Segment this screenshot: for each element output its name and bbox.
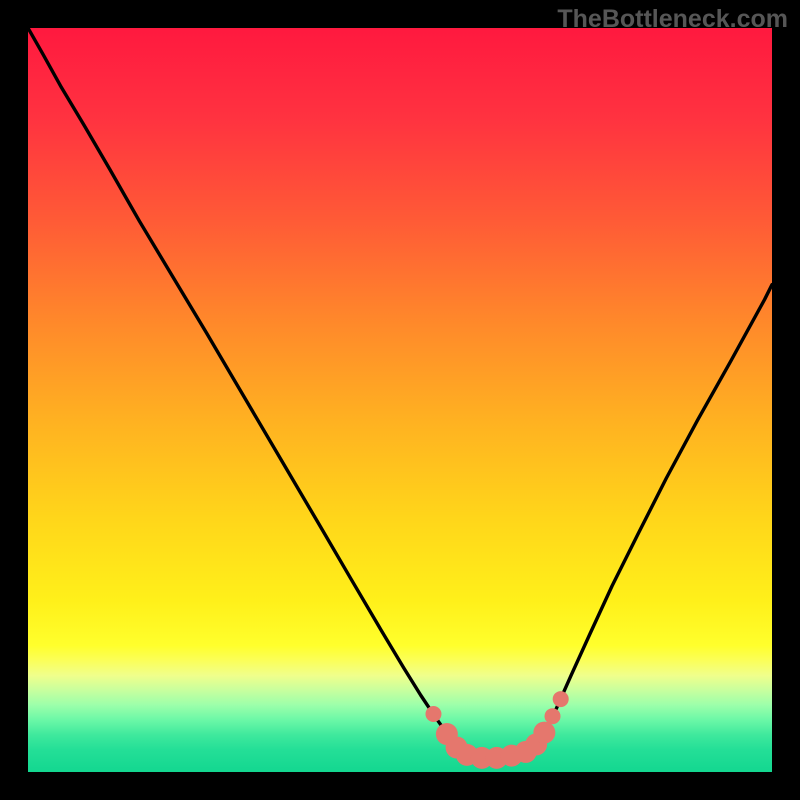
outer-frame: TheBottleneck.com <box>0 0 800 800</box>
curve-marker <box>545 708 561 724</box>
curve-marker <box>533 722 555 744</box>
plot-area <box>28 28 772 772</box>
watermark-source: TheBottleneck.com <box>557 5 788 34</box>
curve-marker <box>553 691 569 707</box>
curve-marker <box>425 706 441 722</box>
chart-svg <box>28 28 772 772</box>
